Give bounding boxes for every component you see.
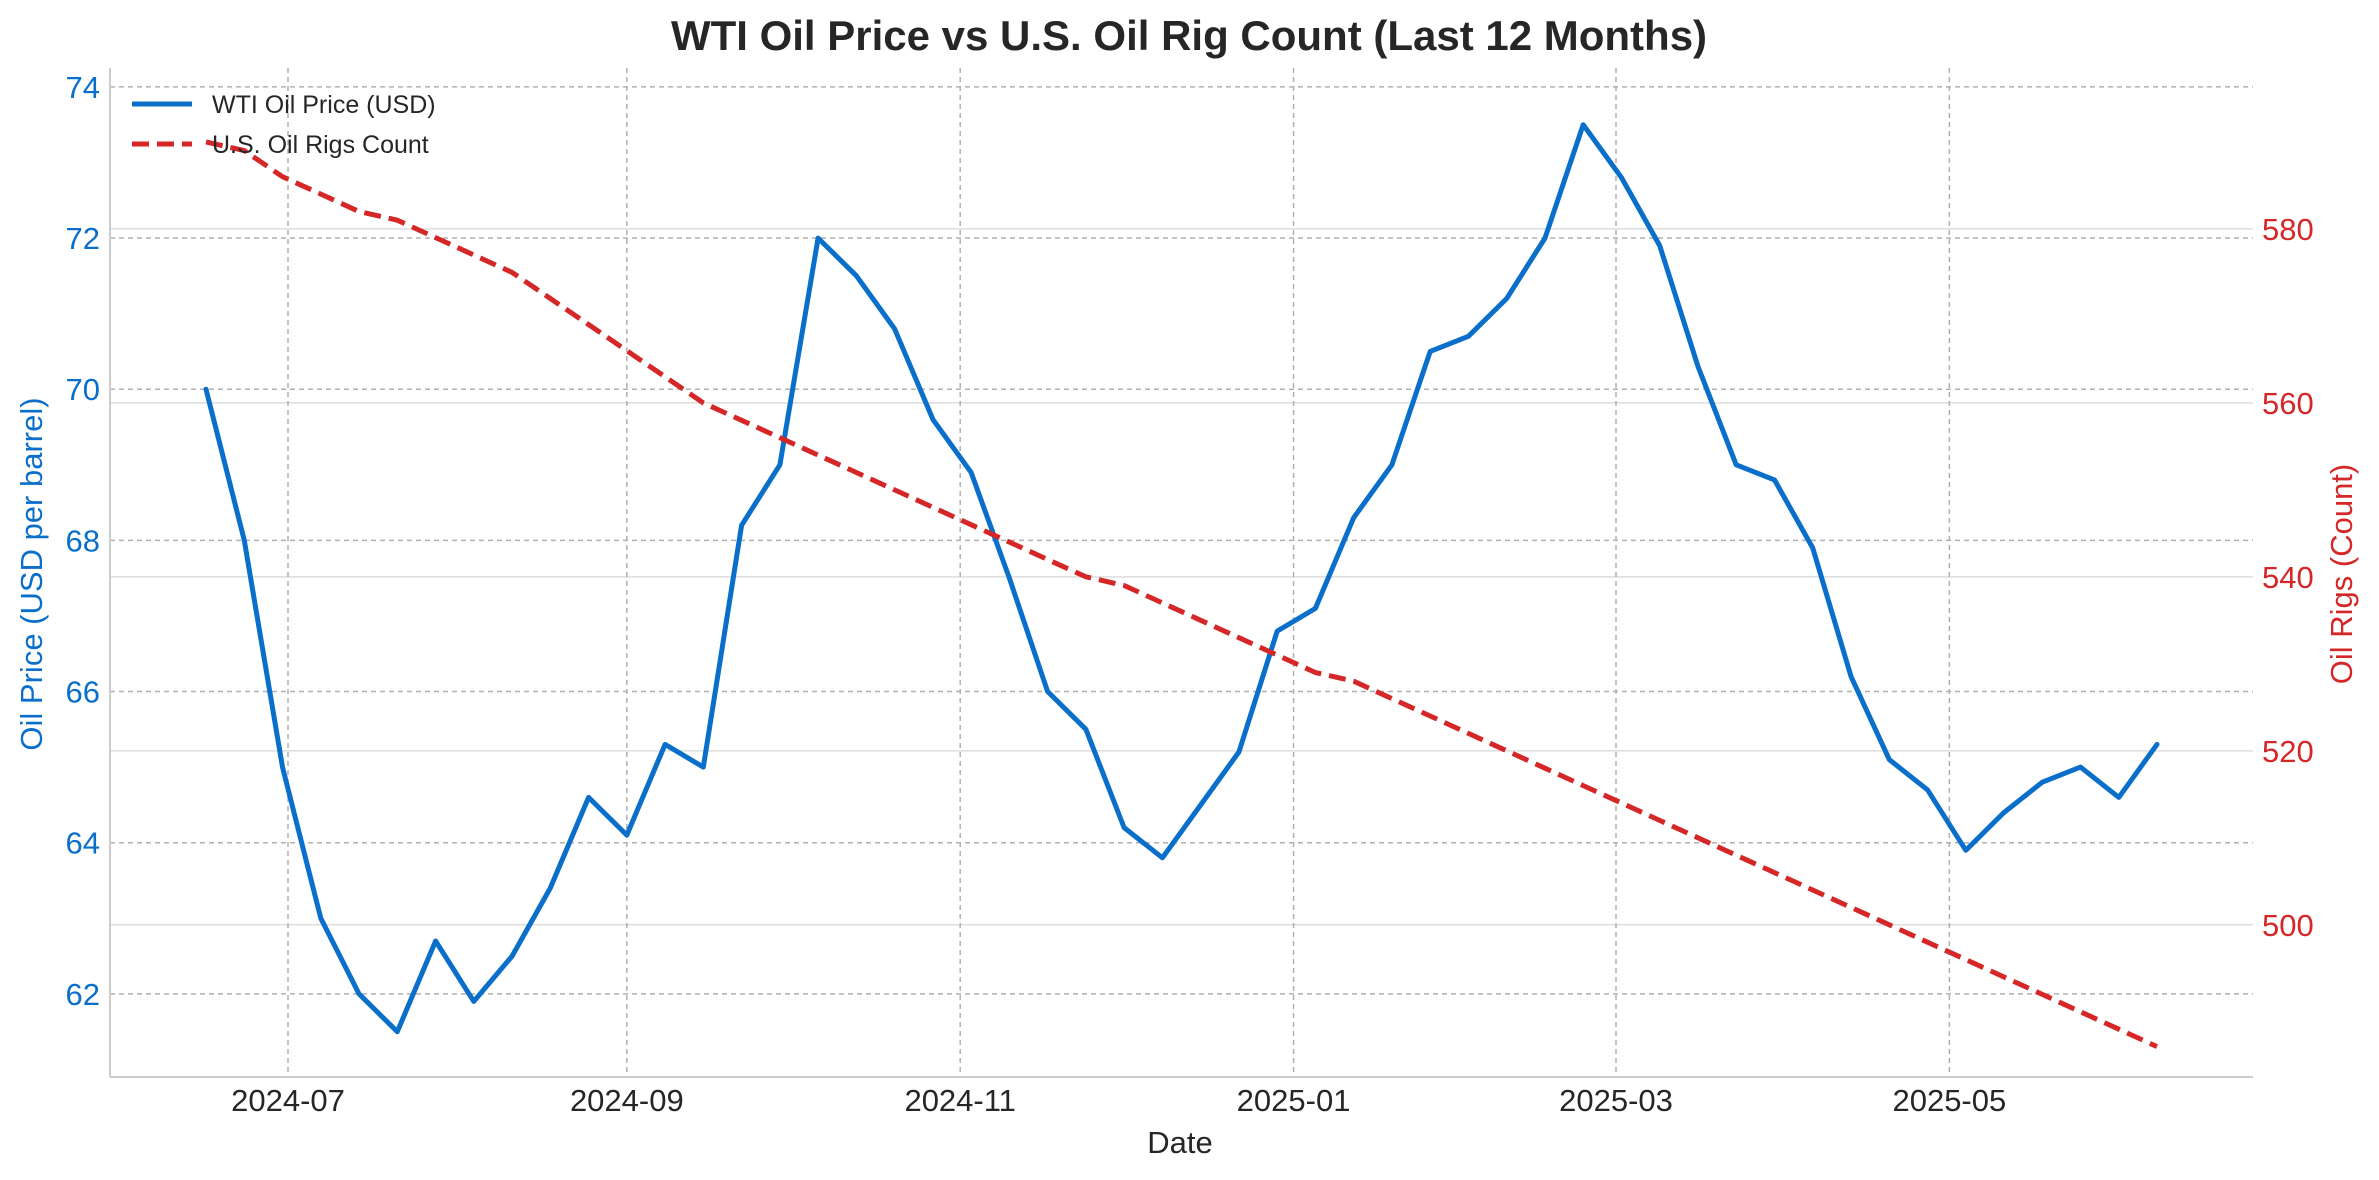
x-tick-2024-11: 2024-11: [904, 1083, 1015, 1118]
legend-label-rigs: U.S. Oil Rigs Count: [212, 131, 429, 159]
grid-vertical: [287, 68, 1951, 1077]
x-tick-labels: 2024-07 2024-09 2024-11 2025-01 2025-03 2025-…: [231, 1083, 2006, 1118]
x-tick-2025-03: 2025-03: [1559, 1083, 1673, 1118]
x-tick-2025-05: 2025-05: [1892, 1083, 2006, 1118]
y-left-tick-62: 62: [66, 977, 100, 1012]
y-left-tick-70: 70: [66, 372, 100, 407]
x-tick-2024-07: 2024-07: [231, 1083, 345, 1118]
y-left-axis-label: Oil Price (USD per barrel): [14, 397, 49, 750]
x-tick-2025-01: 2025-01: [1237, 1083, 1351, 1118]
y-right-tick-520: 520: [2262, 734, 2314, 769]
legend: WTI Oil Price (USD) U.S. Oil Rigs Count: [132, 91, 436, 159]
left-tick-labels: 62 64 66 68 70 72 74: [66, 70, 100, 1012]
chart-title: WTI Oil Price vs U.S. Oil Rig Count (Las…: [671, 12, 1707, 59]
y-right-tick-580: 580: [2262, 212, 2314, 247]
right-tick-labels: 500 520 540 560 580: [2262, 212, 2314, 943]
y-left-tick-74: 74: [66, 70, 100, 105]
y-right-tick-540: 540: [2262, 560, 2314, 595]
grid-horizontal-left: [110, 86, 2253, 995]
y-left-tick-72: 72: [66, 221, 100, 256]
y-left-tick-64: 64: [66, 826, 100, 861]
series-line-rig-count: [205, 139, 2159, 1049]
grid-horizontal-right: [110, 228, 2253, 926]
y-right-axis-label: Oil Rigs (Count): [2324, 464, 2359, 685]
legend-label-price: WTI Oil Price (USD): [212, 91, 436, 119]
y-left-tick-68: 68: [66, 523, 100, 558]
y-right-tick-500: 500: [2262, 908, 2314, 943]
y-left-tick-66: 66: [66, 675, 100, 710]
series-line-oil-price: [203, 122, 2160, 1035]
y-right-tick-560: 560: [2262, 386, 2314, 421]
x-axis-label: Date: [1147, 1125, 1212, 1160]
x-tick-2024-09: 2024-09: [570, 1083, 684, 1118]
series-layer: [203, 122, 2160, 1049]
